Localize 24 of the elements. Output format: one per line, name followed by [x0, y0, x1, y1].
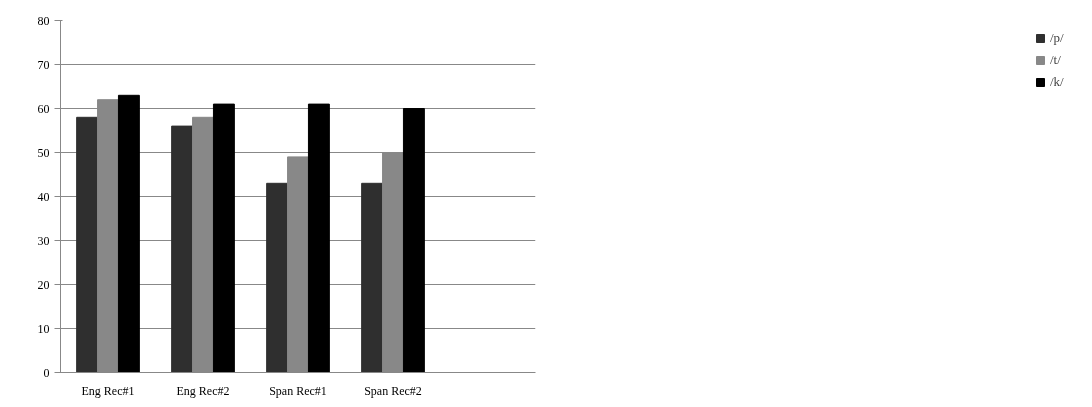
- x-tick-label: Eng Rec#2: [176, 383, 230, 398]
- legend-label: /k/: [1050, 74, 1065, 90]
- x-tick-label: Span Rec#1: [269, 383, 327, 398]
- bar: [266, 182, 289, 373]
- x-tick-label: Eng Rec#1: [81, 383, 135, 398]
- y-tick-label: 50: [37, 145, 50, 160]
- y-tick-label: 60: [37, 101, 50, 116]
- y-tick-label: 40: [37, 189, 50, 204]
- bar: [117, 94, 140, 373]
- bar: [307, 103, 330, 373]
- y-tick-label: 0: [43, 365, 50, 380]
- legend-label: /p/: [1050, 30, 1065, 46]
- bar: [212, 103, 235, 373]
- legend-label: /t/: [1050, 52, 1062, 68]
- y-tick-label: 10: [37, 321, 50, 336]
- bar: [361, 182, 384, 373]
- y-tick-label: 30: [37, 233, 50, 248]
- bar: [171, 125, 194, 373]
- bar: [76, 116, 99, 373]
- y-tick-label: 70: [37, 57, 50, 72]
- y-tick-label: 80: [37, 13, 50, 28]
- bar: [402, 108, 425, 373]
- x-tick-label: Span Rec#2: [364, 383, 422, 398]
- y-tick-label: 20: [37, 277, 50, 292]
